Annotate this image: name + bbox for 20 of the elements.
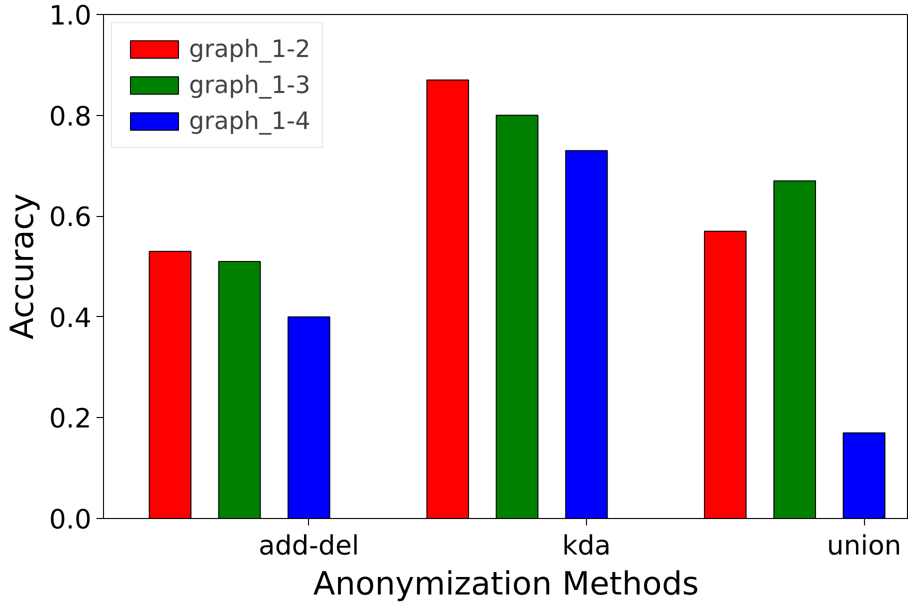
bar	[704, 230, 747, 518]
bar	[773, 180, 816, 518]
legend-label: graph_1-2	[189, 35, 310, 63]
y-tick-label: 0.4	[49, 302, 92, 334]
y-tick-label: 0.0	[49, 504, 92, 536]
x-axis-title: Anonymization Methods	[313, 564, 699, 602]
y-tick-label: 1.0	[49, 0, 92, 32]
x-tick-label: add-del	[258, 530, 360, 562]
bar	[148, 250, 192, 518]
x-tick-label: kda	[562, 530, 611, 562]
y-tick-label: 0.2	[49, 404, 92, 435]
bar	[218, 260, 261, 518]
legend-label: graph_1-3	[189, 71, 310, 99]
x-tick-label: union	[826, 530, 902, 562]
legend-label: graph_1-4	[189, 107, 310, 135]
bar	[496, 114, 538, 518]
y-tick-label: 0.6	[49, 202, 92, 234]
y-axis-title: Accuracy	[3, 193, 42, 340]
bar	[426, 80, 470, 518]
y-tick-label: 0.8	[49, 101, 92, 132]
